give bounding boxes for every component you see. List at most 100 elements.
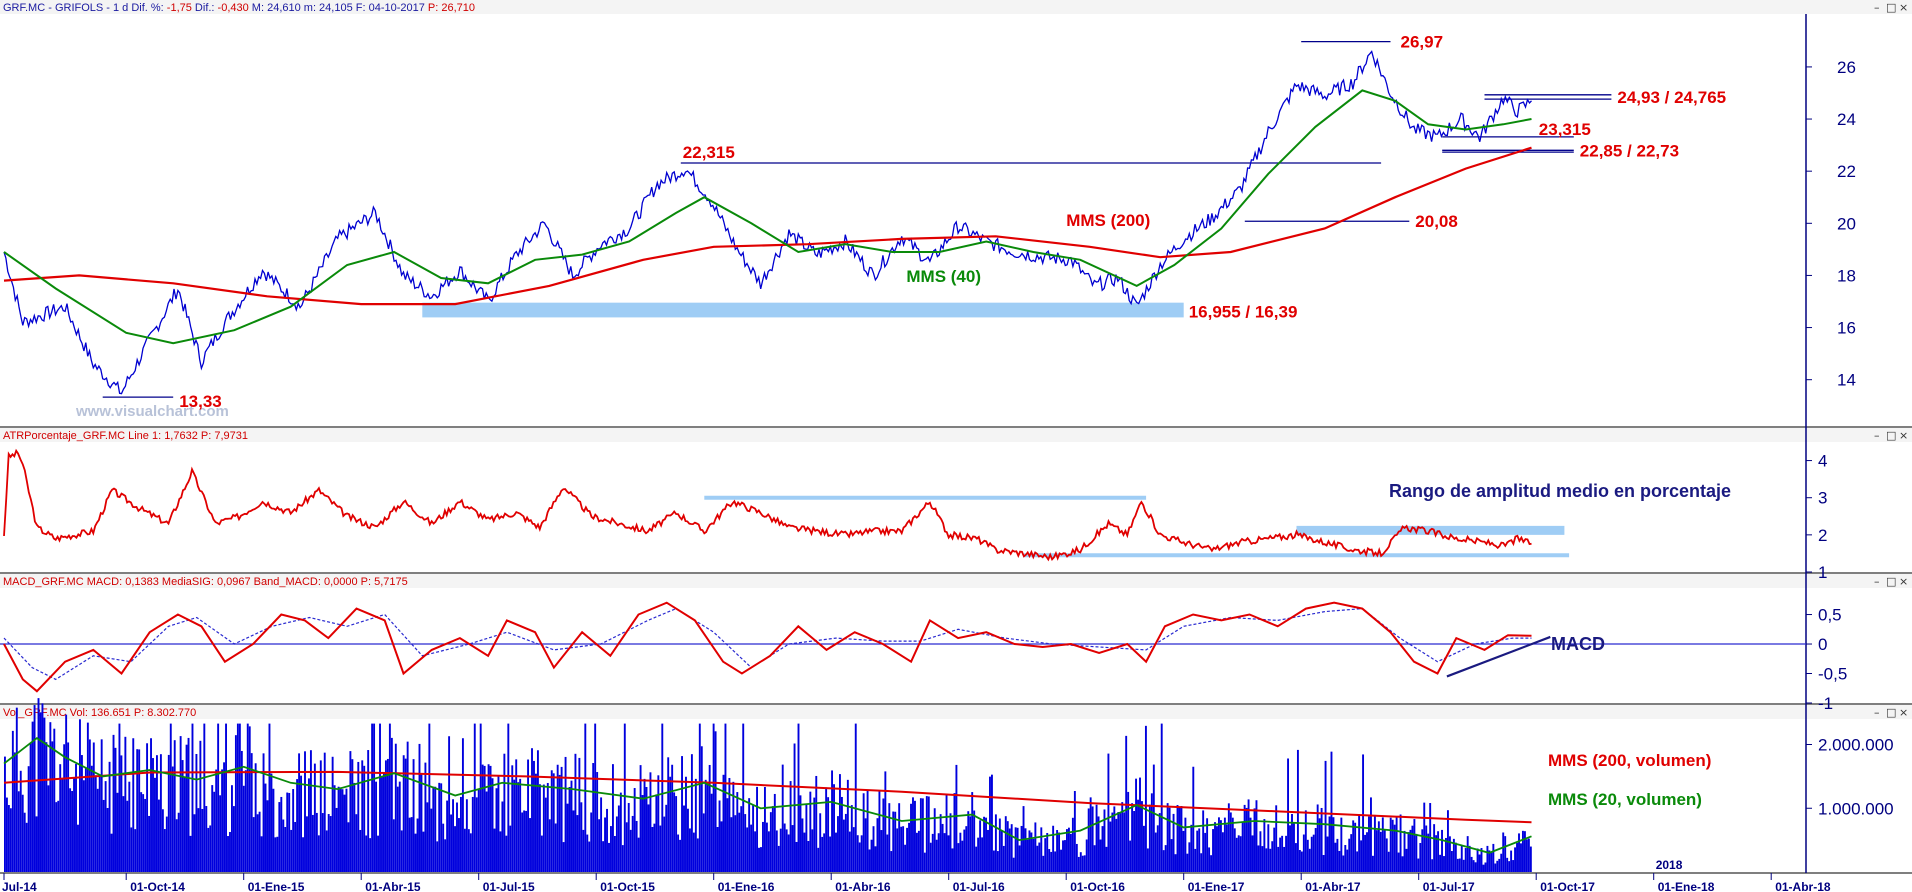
volume-bar: [17, 791, 20, 872]
volume-bar: [294, 821, 297, 872]
atr-panel-title: ATRPorcentaje_GRF.MC Line 1: 1,7632 P: 7…: [3, 430, 248, 442]
volume-bar: [489, 765, 492, 872]
y-tick-label: -1: [1818, 694, 1833, 713]
y-tick-label: -0,5: [1818, 665, 1847, 684]
restore-icon[interactable]: □: [1886, 706, 1896, 719]
close-icon[interactable]: ×: [1899, 429, 1908, 442]
volume-bar: [1006, 821, 1009, 872]
volume-bar: [94, 775, 97, 872]
volume-bar: [1368, 816, 1370, 872]
volume-bar: [771, 806, 774, 872]
restore-icon[interactable]: □: [1886, 575, 1896, 588]
volume-bar: [223, 762, 226, 872]
volume-bar: [1346, 849, 1349, 872]
volume-bar: [868, 849, 871, 872]
volume-bar: [606, 808, 608, 872]
volume-bar: [538, 784, 541, 872]
volume-bar: [82, 780, 85, 872]
volume-bar: [428, 723, 431, 872]
volume-bar: [1478, 854, 1481, 872]
volume-bar: [416, 818, 419, 872]
volume-bar: [1087, 808, 1090, 872]
volume-bar: [1318, 818, 1321, 872]
volume-bar: [1437, 831, 1440, 872]
volume-bar: [1506, 857, 1509, 872]
volume-bar: [353, 782, 356, 872]
volume-bar: [1182, 830, 1185, 872]
close-icon[interactable]: ×: [1899, 575, 1908, 588]
volume-bar: [937, 833, 940, 872]
volume-bar: [1275, 805, 1278, 872]
restore-icon[interactable]: □: [1886, 429, 1896, 442]
volume-bar: [1160, 723, 1163, 872]
volume-bar: [306, 816, 308, 872]
volume-bar: [596, 772, 599, 872]
close-icon[interactable]: ×: [1899, 706, 1908, 719]
volume-bar: [864, 818, 867, 872]
volume-bar: [1350, 834, 1353, 872]
volume-bar: [967, 811, 970, 872]
volume-bar: [1200, 853, 1203, 872]
minimize-icon[interactable]: –: [1874, 429, 1880, 442]
volume-bar: [430, 808, 433, 872]
volume-bar: [408, 817, 411, 872]
volume-bar: [1314, 828, 1317, 872]
volume-bar: [173, 740, 176, 872]
restore-icon[interactable]: □: [1886, 1, 1896, 14]
volume-bar: [904, 844, 907, 872]
volume-bar: [795, 841, 798, 872]
close-icon[interactable]: ×: [1899, 1, 1908, 14]
volume-bar: [1066, 829, 1068, 872]
volume-bar: [848, 831, 851, 872]
volume-bar: [586, 834, 589, 872]
y-tick-label: 14: [1837, 371, 1856, 390]
volume-bar: [35, 816, 38, 872]
volume-bar: [791, 825, 794, 872]
volume-bar: [734, 815, 737, 872]
volume-bar: [1056, 830, 1059, 872]
y-tick-label: 4: [1818, 452, 1827, 471]
volume-bar: [977, 837, 980, 872]
volume-bar: [963, 829, 966, 872]
volume-bar: [1223, 817, 1226, 872]
volume-bar: [1227, 803, 1230, 872]
volume-bar: [161, 809, 164, 872]
y-tick-label: 20: [1837, 214, 1856, 233]
level-label: 24,93 / 24,765: [1617, 88, 1726, 107]
volume-bar: [921, 798, 924, 872]
volume-bar: [1093, 845, 1096, 872]
price-panel-header: [0, 0, 1912, 14]
volume-bar: [386, 758, 389, 872]
volume-bar: [1081, 855, 1084, 872]
volume-bar: [1259, 831, 1262, 872]
volume-bar: [908, 822, 910, 872]
volume-bar: [744, 814, 747, 872]
volume-bar: [959, 832, 962, 872]
volume-bar: [1527, 838, 1530, 872]
volume-bar: [325, 830, 328, 872]
volume-bar: [187, 737, 190, 872]
minimize-icon[interactable]: –: [1874, 1, 1880, 14]
volume-bar: [1354, 822, 1357, 872]
volume-bar: [1071, 817, 1074, 872]
volume-bar: [1194, 848, 1197, 872]
volume-bar: [199, 740, 202, 872]
volume-bar: [515, 759, 518, 872]
volume-bar: [991, 774, 993, 872]
volume-bar: [392, 819, 395, 872]
volume-bar: [1443, 856, 1445, 872]
volume-bar: [53, 728, 56, 872]
volume-bar: [1391, 819, 1394, 872]
volume-bar: [992, 850, 995, 872]
volume-bar: [106, 808, 109, 872]
volume-bar: [1298, 850, 1301, 872]
volume-bar: [501, 801, 504, 872]
minimize-icon[interactable]: –: [1874, 706, 1880, 719]
volume-bar: [1117, 812, 1120, 872]
minimize-icon[interactable]: –: [1874, 575, 1880, 588]
volume-bar: [406, 741, 409, 872]
volume-bar: [1036, 845, 1039, 872]
volume-bar: [935, 839, 938, 872]
volume-bar: [309, 750, 312, 872]
volume-bar: [1103, 809, 1106, 872]
